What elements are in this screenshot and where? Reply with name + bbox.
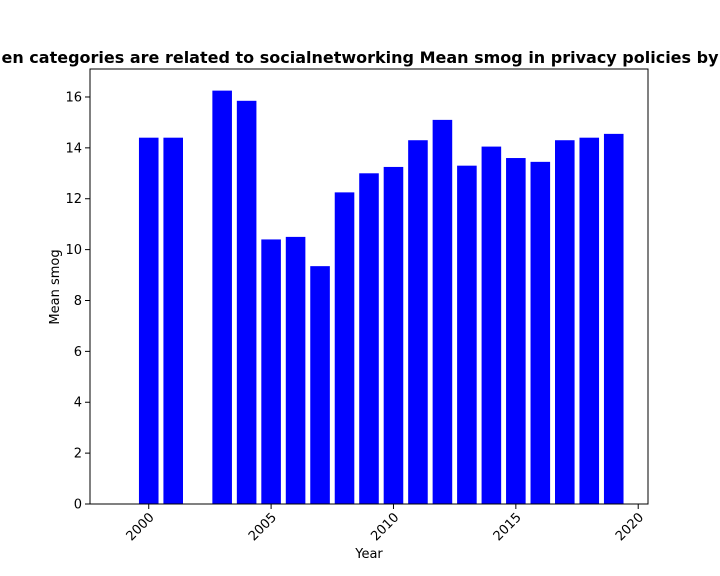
bar-2014 bbox=[481, 146, 502, 505]
y-tick-label: 10 bbox=[65, 243, 82, 258]
x-tick-label: 2005 bbox=[246, 510, 280, 544]
bar-2015 bbox=[506, 158, 526, 504]
bar-2011 bbox=[408, 140, 428, 504]
x-axis-ticks: 2000 2005 2010 2015 2020 bbox=[124, 504, 647, 544]
y-tick-label: 16 bbox=[65, 90, 82, 105]
y-axis-label: Mean smog bbox=[48, 249, 63, 324]
bar-2005 bbox=[261, 239, 281, 504]
plot-frame bbox=[89, 68, 649, 505]
x-tick-label: 2020 bbox=[613, 510, 647, 544]
chart-title: en categories are related to socialnetwo… bbox=[1, 48, 719, 67]
bar-2007 bbox=[310, 266, 330, 504]
y-axis-ticks: 0 2 4 6 8 10 12 14 16 bbox=[65, 90, 90, 513]
bar-2010 bbox=[383, 166, 404, 504]
bar-2004 bbox=[236, 100, 257, 504]
y-tick-label: 4 bbox=[74, 396, 82, 411]
x-tick-label: 2010 bbox=[368, 510, 402, 544]
bar-2009 bbox=[359, 173, 379, 504]
y-tick-label: 14 bbox=[65, 141, 82, 156]
y-tick-label: 8 bbox=[74, 294, 82, 309]
x-tick-label: 2000 bbox=[124, 510, 158, 544]
y-tick-label: 6 bbox=[74, 345, 82, 360]
bar-2008 bbox=[334, 192, 355, 504]
bar-2001 bbox=[163, 137, 183, 504]
y-tick-label: 12 bbox=[65, 192, 82, 207]
bar-2006 bbox=[285, 236, 306, 505]
bar-2000 bbox=[138, 137, 159, 504]
bar-2012 bbox=[432, 119, 453, 504]
x-axis-label: Year bbox=[354, 547, 383, 562]
bar-2017 bbox=[555, 140, 575, 504]
bar-2019 bbox=[603, 133, 624, 505]
bar-2016 bbox=[530, 161, 551, 504]
x-tick-label: 2015 bbox=[491, 510, 525, 544]
bar-2018 bbox=[579, 137, 600, 504]
bar-2003 bbox=[212, 90, 232, 505]
y-tick-label: 0 bbox=[74, 498, 82, 513]
bars-group bbox=[138, 90, 624, 505]
y-tick-label: 2 bbox=[74, 447, 82, 462]
bar-2013 bbox=[457, 165, 477, 504]
